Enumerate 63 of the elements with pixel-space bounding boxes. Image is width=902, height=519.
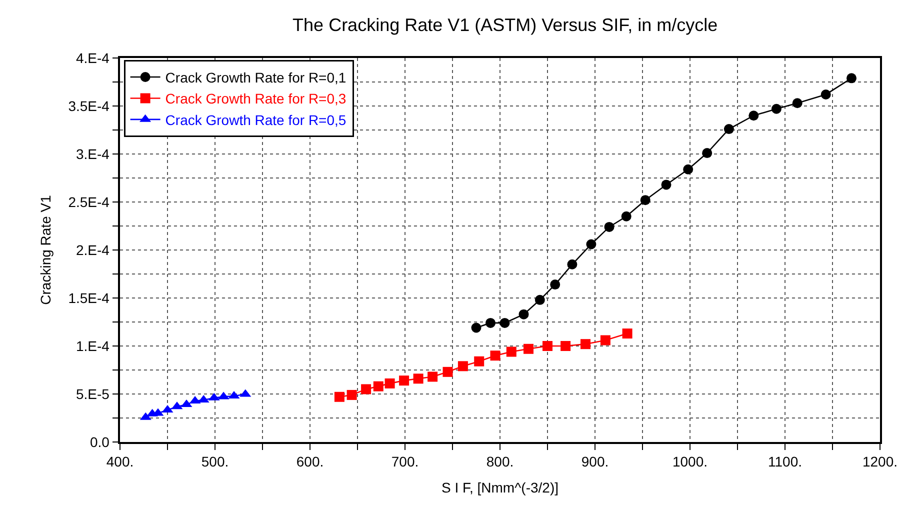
point bbox=[524, 344, 534, 354]
point bbox=[567, 259, 578, 270]
point bbox=[771, 104, 782, 114]
point bbox=[373, 381, 384, 392]
point bbox=[486, 318, 496, 328]
x-tick-label: 400. bbox=[106, 454, 134, 470]
x-tick-label: 800. bbox=[486, 454, 514, 470]
x-tick-label: 500. bbox=[201, 454, 229, 470]
point bbox=[580, 339, 590, 350]
x-tick-label: 1000. bbox=[672, 454, 708, 470]
legend-label: Crack Growth Rate for R=0,5 bbox=[165, 112, 346, 128]
point bbox=[500, 318, 510, 328]
chart-title: The Cracking Rate V1 (ASTM) Versus SIF, in m/cycle bbox=[292, 14, 718, 35]
point bbox=[604, 222, 614, 232]
point bbox=[792, 98, 802, 108]
point bbox=[820, 89, 831, 100]
point bbox=[640, 195, 650, 206]
y-tick-label: 3.5E-4 bbox=[68, 98, 110, 114]
point bbox=[846, 73, 856, 84]
point bbox=[661, 180, 672, 190]
x-tick-label: 600. bbox=[296, 454, 324, 470]
point bbox=[600, 335, 610, 346]
point bbox=[748, 110, 759, 121]
point bbox=[542, 341, 552, 351]
y-tick-label: 4.E-4 bbox=[76, 50, 110, 66]
y-tick-label: 1.E-4 bbox=[76, 338, 110, 354]
point bbox=[518, 309, 529, 320]
point bbox=[399, 376, 410, 386]
legend-label: Crack Growth Rate for R=0,3 bbox=[165, 90, 346, 107]
point bbox=[550, 280, 560, 290]
x-tick-label: 1200. bbox=[862, 454, 898, 470]
x-tick-label: 700. bbox=[391, 454, 419, 470]
point bbox=[361, 384, 372, 394]
point bbox=[506, 346, 516, 357]
legend-label: Crack Growth Rate for R=0,1 bbox=[165, 69, 346, 86]
point bbox=[534, 294, 545, 305]
point bbox=[428, 372, 438, 382]
point bbox=[442, 366, 453, 377]
point bbox=[413, 374, 424, 384]
y-tick-label: 5.E-5 bbox=[76, 386, 110, 402]
point bbox=[621, 211, 632, 222]
y-tick-label: 2.5E-4 bbox=[68, 194, 110, 210]
point bbox=[346, 390, 357, 400]
y-tick-label: 0.0 bbox=[90, 434, 110, 450]
y-tick-label: 2.E-4 bbox=[76, 242, 110, 258]
x-tick-label: 900. bbox=[581, 454, 609, 470]
point bbox=[474, 356, 484, 366]
point bbox=[334, 392, 344, 402]
x-tick-label: 1100. bbox=[768, 454, 802, 470]
y-tick-label: 1.5E-4 bbox=[68, 290, 110, 306]
point bbox=[622, 328, 632, 339]
point bbox=[702, 148, 712, 158]
point bbox=[560, 341, 571, 351]
y-axis-title: Cracking Rate V1 bbox=[37, 194, 54, 305]
point bbox=[683, 164, 694, 174]
x-axis-title: S I F, [Nmm^(-3/2)] bbox=[441, 479, 559, 496]
point bbox=[724, 124, 734, 134]
y-tick-label: 3.E-4 bbox=[76, 146, 110, 162]
point bbox=[458, 361, 468, 372]
point bbox=[384, 378, 395, 388]
point bbox=[586, 239, 596, 250]
point bbox=[490, 350, 500, 361]
point bbox=[471, 322, 482, 333]
